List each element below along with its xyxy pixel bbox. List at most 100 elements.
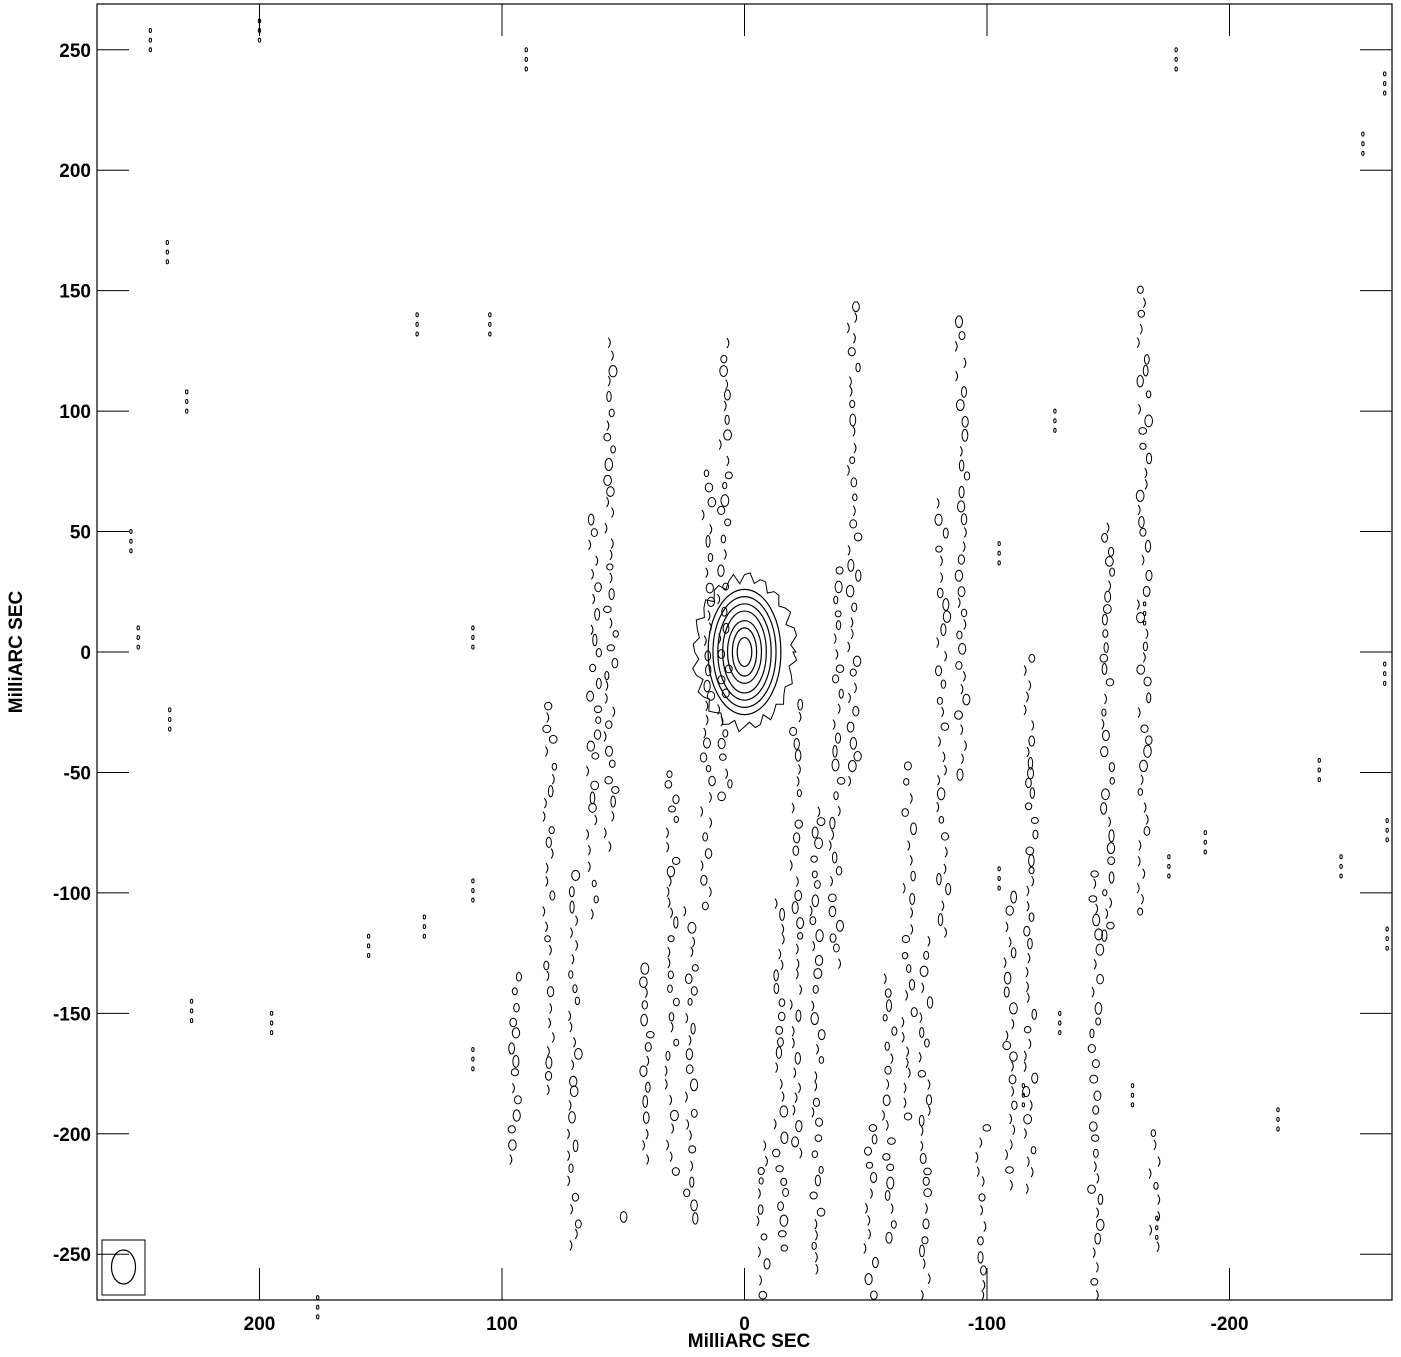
sidelobe-contour [837,703,841,714]
sidelobe-contour [1144,467,1148,479]
sidelobe-contour [721,688,730,699]
sidelobe-column [863,1124,879,1300]
sidelobe-contour [667,984,673,993]
sidelobe-contour [705,700,709,712]
sidelobe-contour [757,1188,761,1199]
noise-contour-dot [997,560,1001,566]
sidelobe-contour [868,1228,871,1240]
noise-contour-dot [415,321,419,327]
sidelobe-contour [1136,664,1146,675]
sidelobe-contour [1142,364,1149,377]
sidelobe-contour [910,822,917,836]
sidelobe-contour [717,738,726,750]
sidelobe-contour [775,1062,779,1073]
sidelobe-contour [1107,546,1115,557]
sidelobe-contour [703,635,707,647]
sidelobe-contour [957,554,966,565]
sidelobe-contour [1093,959,1097,970]
sidelobe-contour [511,1027,521,1039]
noise-contour-dot [189,1008,194,1014]
sidelobe-contour [1027,952,1031,964]
sidelobe-contour [812,940,816,952]
sidelobe-contour [1109,567,1116,577]
sidelobe-contour [687,921,697,934]
sidelobe-contour [799,984,802,995]
sidelobe-contour [1107,856,1116,865]
sidelobe-contour [937,736,941,748]
sidelobe-contour [923,1167,932,1176]
sidelobe-contour [906,1046,909,1057]
sidelobe-contour [1145,390,1152,399]
sidelobe-contour [777,1230,787,1238]
sidelobe-contour [1106,842,1116,854]
noise-contour [471,1046,475,1072]
sidelobe-contour [545,862,549,874]
sidelobe-contour [709,523,713,535]
sidelobe-contour [609,617,613,629]
sidelobe-contour [690,946,694,958]
sidelobe-contour [707,610,711,621]
sidelobe-contour [1102,604,1112,614]
noise-contour [488,312,492,337]
sidelobe-contour [725,379,729,390]
sidelobe-contour [568,1111,576,1124]
sidelobe-contour [574,1219,582,1229]
noise-contour-dot [1130,1102,1135,1108]
sidelobe-contour [910,1007,918,1018]
y-tick-label: 150 [59,282,91,303]
sidelobe-contour [568,1163,574,1173]
y-axis: 250 200 150 100 50 0 -50 -100 -150 -200 -250 [53,41,1392,1266]
sidelobe-contour [512,1109,521,1122]
sidelobe-contour [1105,908,1109,919]
noise-contour-dot [185,398,189,404]
sidelobe-contour [780,1244,789,1252]
sidelobe-contour [666,865,676,878]
sidelobe-contour [944,650,948,662]
sidelobe-contour [1010,1061,1014,1072]
sidelobe-contour [1157,1194,1161,1205]
sidelobe-contour [936,696,943,705]
sidelobe-contour [511,987,518,996]
noise-contour [366,933,371,959]
noise-contour-dot [366,933,371,939]
sidelobe-contour [1140,774,1144,786]
sidelobe-contour [1089,1074,1099,1084]
sidelobe-contour [722,582,730,591]
sidelobe-contour [903,778,910,786]
sidelobe-contour [962,693,971,706]
noise-contour [1203,830,1207,855]
sidelobe-contour [588,802,597,813]
sidelobe-contour [611,507,615,518]
sidelobe-contour [642,1111,650,1124]
sidelobe-contour [780,1131,789,1145]
sidelobe-contour [1136,882,1140,894]
sidelobe-contour [642,1095,649,1108]
sidelobe-contour [686,1119,690,1130]
sidelobe-contour [763,1258,771,1270]
sidelobe-contour [586,829,589,840]
sidelobe-contour [667,970,674,980]
sidelobe-contour [1137,309,1146,318]
sidelobe-contour [1025,966,1029,978]
sidelobe-column [717,337,733,802]
sidelobe-contour [936,497,940,509]
sidelobe-contour [794,1092,798,1104]
sidelobe-contour [775,1165,784,1173]
noise-contour [997,866,1001,891]
sidelobe-column [603,337,620,852]
sidelobe-contour [796,789,802,798]
sidelobe-contour [667,957,671,969]
noise-contour-dot [415,312,419,318]
sidelobe-contour [814,1071,818,1082]
sidelobe-contour [778,948,782,960]
sidelobe-contour [1088,895,1098,903]
sidelobe-contour [1101,532,1109,543]
sidelobe-contour [943,863,947,875]
sidelobe-contour [944,846,948,858]
sidelobe-contour [772,1148,781,1158]
sidelobe-contour [850,477,858,488]
sidelobe-contour [960,683,964,695]
sidelobe-column [827,566,846,970]
sidelobe-contour [957,500,966,513]
sidelobe-contour [569,1240,573,1251]
